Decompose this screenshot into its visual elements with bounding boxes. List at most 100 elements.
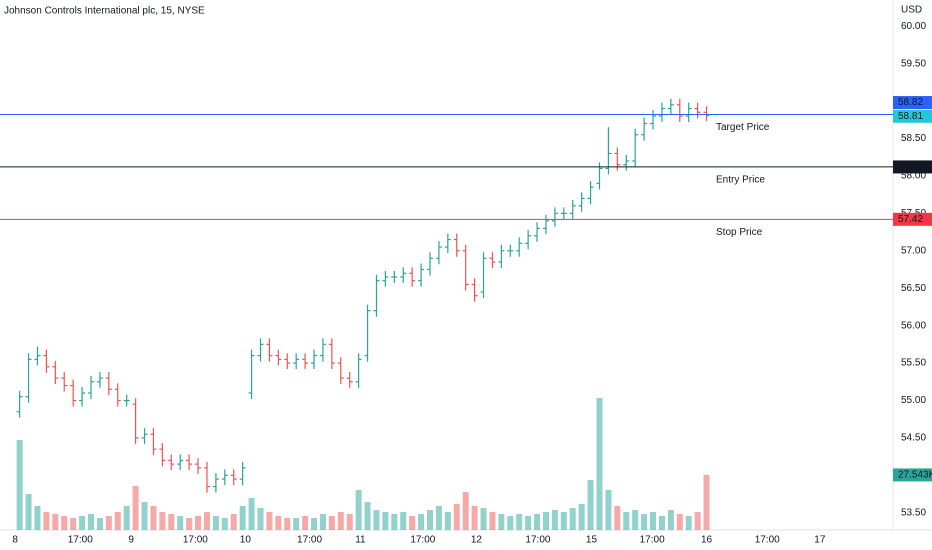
volume-bar <box>132 486 139 530</box>
last-price-label-box <box>893 109 932 123</box>
volume-bar <box>426 510 433 530</box>
level-name: Stop Price <box>716 227 763 238</box>
last-price-label: 58.81 <box>898 111 923 122</box>
x-tick-label: 17:00 <box>755 535 780 546</box>
volume-bar <box>400 512 407 530</box>
volume-bar <box>694 512 701 530</box>
volume-bar <box>61 516 68 530</box>
volume-bar <box>123 506 130 530</box>
volume-bar <box>409 516 416 530</box>
volume-bar <box>34 506 41 530</box>
x-tick-label: 17:00 <box>525 535 550 546</box>
volume-bar <box>471 506 478 530</box>
y-tick-label: 54.50 <box>901 433 926 444</box>
y-tick-label: 60.00 <box>901 21 926 32</box>
volume-bar <box>534 514 541 530</box>
volume-bar <box>52 514 59 530</box>
x-tick-label: 17:00 <box>68 535 93 546</box>
volume-bar <box>177 516 184 530</box>
volume-bar <box>266 512 273 530</box>
volume-bar <box>275 516 282 530</box>
volume-bar <box>614 506 621 530</box>
y-tick-label: 58.50 <box>901 133 926 144</box>
volume-bar <box>587 480 594 530</box>
volume-bar <box>525 516 532 530</box>
volume-bar <box>391 514 398 530</box>
volume-bar <box>605 490 612 530</box>
volume-bar <box>337 512 344 530</box>
volume-bar <box>480 508 487 530</box>
volume-bar <box>444 512 451 530</box>
volume-bar <box>25 494 32 530</box>
level-price-label-box <box>893 160 932 174</box>
volume-bar <box>382 512 389 530</box>
level-price-label: 57.42 <box>898 214 923 225</box>
y-tick-label: 56.00 <box>901 320 926 331</box>
level-price-label: 58.82 <box>898 97 923 108</box>
volume-bar <box>560 512 567 530</box>
volume-bar <box>302 516 309 530</box>
volume-bar <box>328 516 335 530</box>
level-name: Entry Price <box>716 175 765 186</box>
volume-bar <box>284 518 291 530</box>
volume-bar <box>569 508 576 530</box>
x-tick-label: 8 <box>12 535 18 546</box>
y-tick-label: 56.50 <box>901 283 926 294</box>
volume-bar <box>293 518 300 530</box>
volume-bar <box>96 518 103 530</box>
volume-bar <box>168 514 175 530</box>
y-tick-label: 57.00 <box>901 245 926 256</box>
level-price-label: 58.12 <box>898 162 923 173</box>
last-volume-label-box <box>893 468 932 482</box>
volume-bar <box>507 516 514 530</box>
volume-bar <box>105 516 112 530</box>
x-tick-label: 17:00 <box>640 535 665 546</box>
volume-bar <box>114 512 121 530</box>
volume-bar <box>355 490 362 530</box>
volume-bar <box>195 516 202 530</box>
volume-bar <box>373 510 380 530</box>
volume-bar <box>141 502 148 530</box>
volume-bar <box>623 512 630 530</box>
volume-bar <box>703 474 710 530</box>
volume-bar <box>542 512 549 530</box>
volume-bar <box>453 504 460 530</box>
volume-bar <box>676 514 683 530</box>
x-tick-label: 15 <box>586 535 598 546</box>
volume-bar <box>212 516 219 530</box>
x-tick-label: 12 <box>471 535 483 546</box>
y-tick-label: 55.00 <box>901 395 926 406</box>
x-tick-label: 17 <box>814 535 826 546</box>
level-name: Target Price <box>716 122 770 133</box>
volume-bar <box>364 502 371 530</box>
volume-bar <box>346 514 353 530</box>
volume-bar <box>596 398 603 530</box>
chart-title: Johnson Controls International plc, 15, … <box>4 6 205 17</box>
volume-bar <box>203 512 210 530</box>
x-tick-label: 10 <box>240 535 252 546</box>
y-tick-label: 55.50 <box>901 358 926 369</box>
volume-bar <box>150 506 157 530</box>
volume-bar <box>498 514 505 530</box>
volume-bar <box>79 516 86 530</box>
volume-bar <box>16 440 23 530</box>
x-tick-label: 17:00 <box>297 535 322 546</box>
currency: USD <box>901 5 922 16</box>
x-tick-label: 17:00 <box>410 535 435 546</box>
volume-bar <box>43 512 50 530</box>
volume-bar <box>248 498 255 530</box>
volume-bar <box>186 518 193 530</box>
y-tick-label: 59.50 <box>901 58 926 69</box>
volume-bar <box>70 518 77 530</box>
volume-bar <box>551 510 558 530</box>
volume-bar <box>658 516 665 530</box>
volume-bar <box>311 518 318 530</box>
level-price-label-box <box>893 212 932 226</box>
volume-bar <box>239 506 246 530</box>
x-tick-label: 16 <box>701 535 713 546</box>
volume-bar <box>650 512 657 530</box>
level-price-label-box <box>893 96 932 110</box>
x-tick-label: 11 <box>355 535 366 546</box>
volume-bar <box>159 512 166 530</box>
